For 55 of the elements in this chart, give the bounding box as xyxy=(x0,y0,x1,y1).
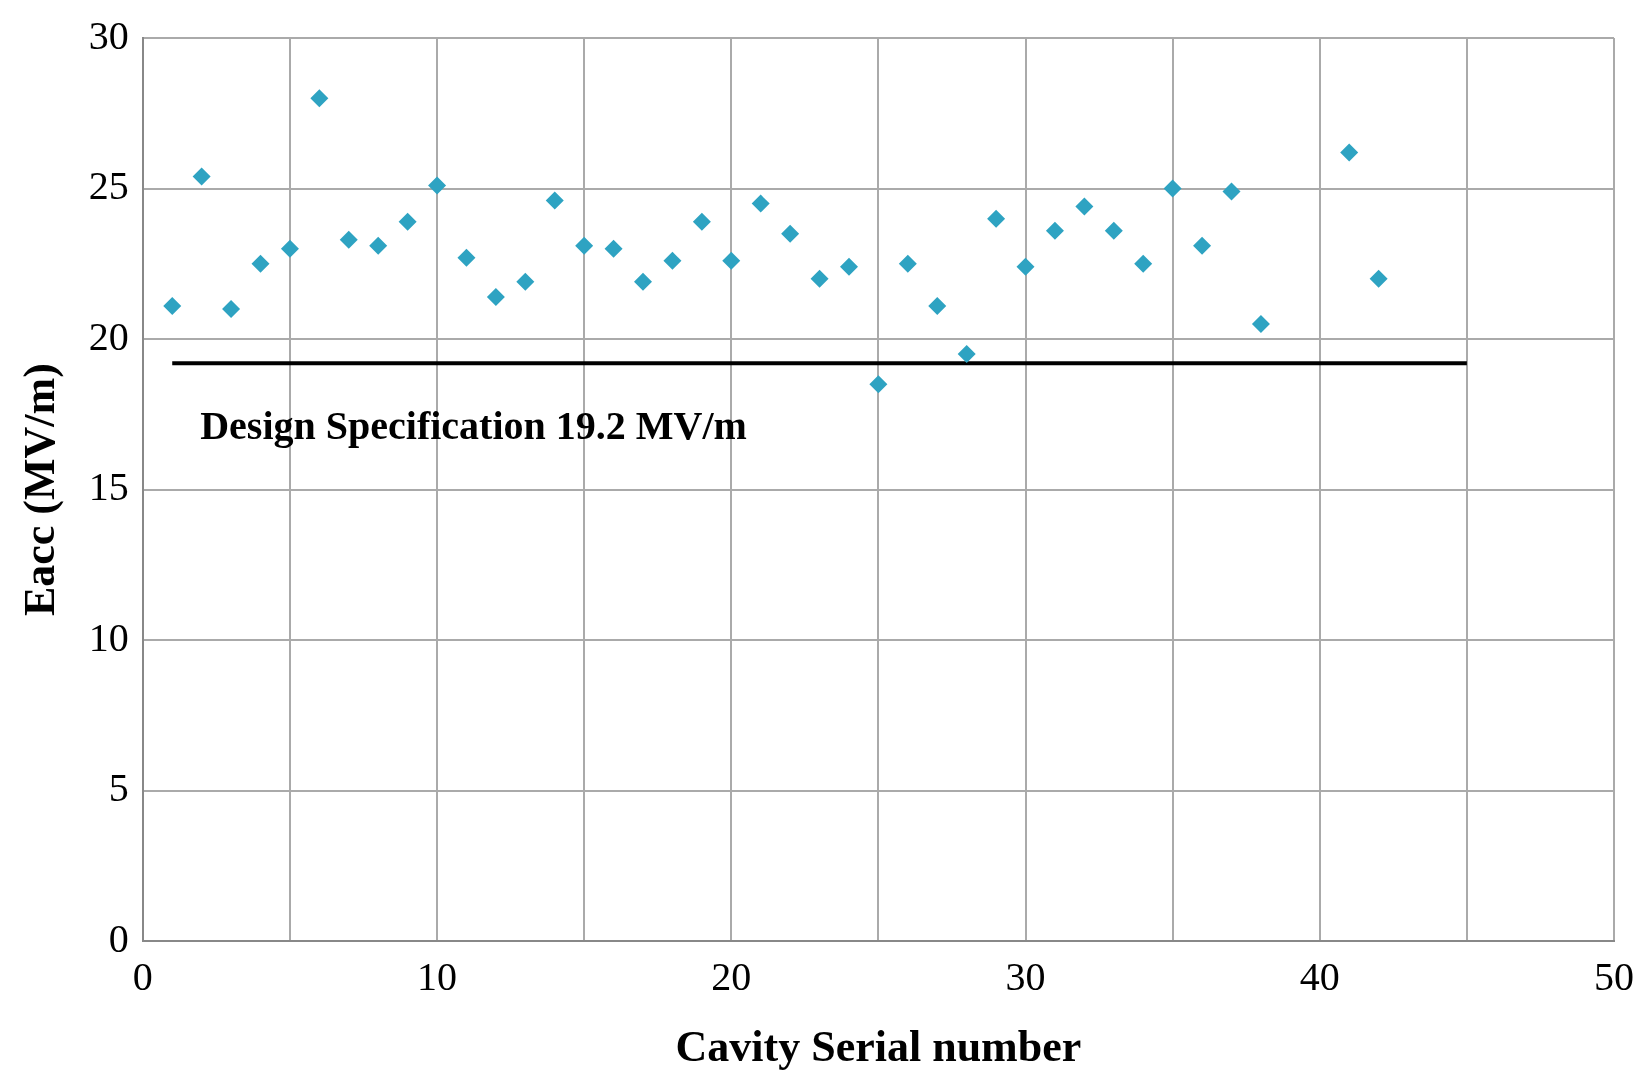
x-tick-label: 20 xyxy=(711,953,752,999)
point xyxy=(251,254,270,273)
point xyxy=(280,239,299,258)
point xyxy=(1075,197,1094,216)
point xyxy=(1045,221,1064,240)
point xyxy=(1016,257,1035,276)
y-tick-label: 20 xyxy=(88,313,129,359)
point xyxy=(310,89,329,108)
point xyxy=(957,345,976,364)
point xyxy=(810,269,829,288)
point xyxy=(1134,254,1153,273)
point xyxy=(428,176,447,195)
point xyxy=(339,230,358,249)
x-tick-label: 30 xyxy=(1005,953,1046,999)
point xyxy=(398,212,417,231)
point xyxy=(545,191,564,210)
y-tick-label: 10 xyxy=(88,614,129,660)
y-tick-label: 0 xyxy=(108,915,129,961)
x-axis-title: Cavity Serial number xyxy=(675,1021,1082,1071)
point xyxy=(369,236,388,255)
y-tick-label: 5 xyxy=(108,765,129,811)
y-axis-title: Eacc (MV/m) xyxy=(14,363,64,617)
point xyxy=(898,254,917,273)
x-tick-label: 10 xyxy=(417,953,458,999)
y-tick-label: 30 xyxy=(88,12,129,58)
annotation: Design Specification 19.2 MV/m xyxy=(200,403,747,449)
point xyxy=(928,296,947,315)
point xyxy=(457,248,476,267)
point xyxy=(163,296,182,315)
point xyxy=(751,194,770,213)
point xyxy=(634,272,653,291)
x-tick-label: 40 xyxy=(1299,953,1340,999)
point xyxy=(516,272,535,291)
point xyxy=(1222,182,1241,201)
point xyxy=(1193,236,1212,255)
y-tick-label: 15 xyxy=(88,464,129,510)
point xyxy=(781,224,800,243)
point xyxy=(1104,221,1123,240)
point xyxy=(869,375,888,394)
x-tick-label: 50 xyxy=(1594,953,1634,999)
point xyxy=(1340,143,1359,162)
point xyxy=(1369,269,1388,288)
point xyxy=(987,209,1006,228)
point xyxy=(192,167,211,186)
point xyxy=(486,287,505,306)
point xyxy=(839,257,858,276)
point xyxy=(604,239,623,258)
point xyxy=(722,251,741,270)
point xyxy=(692,212,711,231)
y-tick-label: 25 xyxy=(88,163,129,209)
point xyxy=(222,299,241,318)
point xyxy=(575,236,594,255)
point xyxy=(1251,315,1270,334)
point xyxy=(663,251,682,270)
point xyxy=(1163,179,1182,198)
